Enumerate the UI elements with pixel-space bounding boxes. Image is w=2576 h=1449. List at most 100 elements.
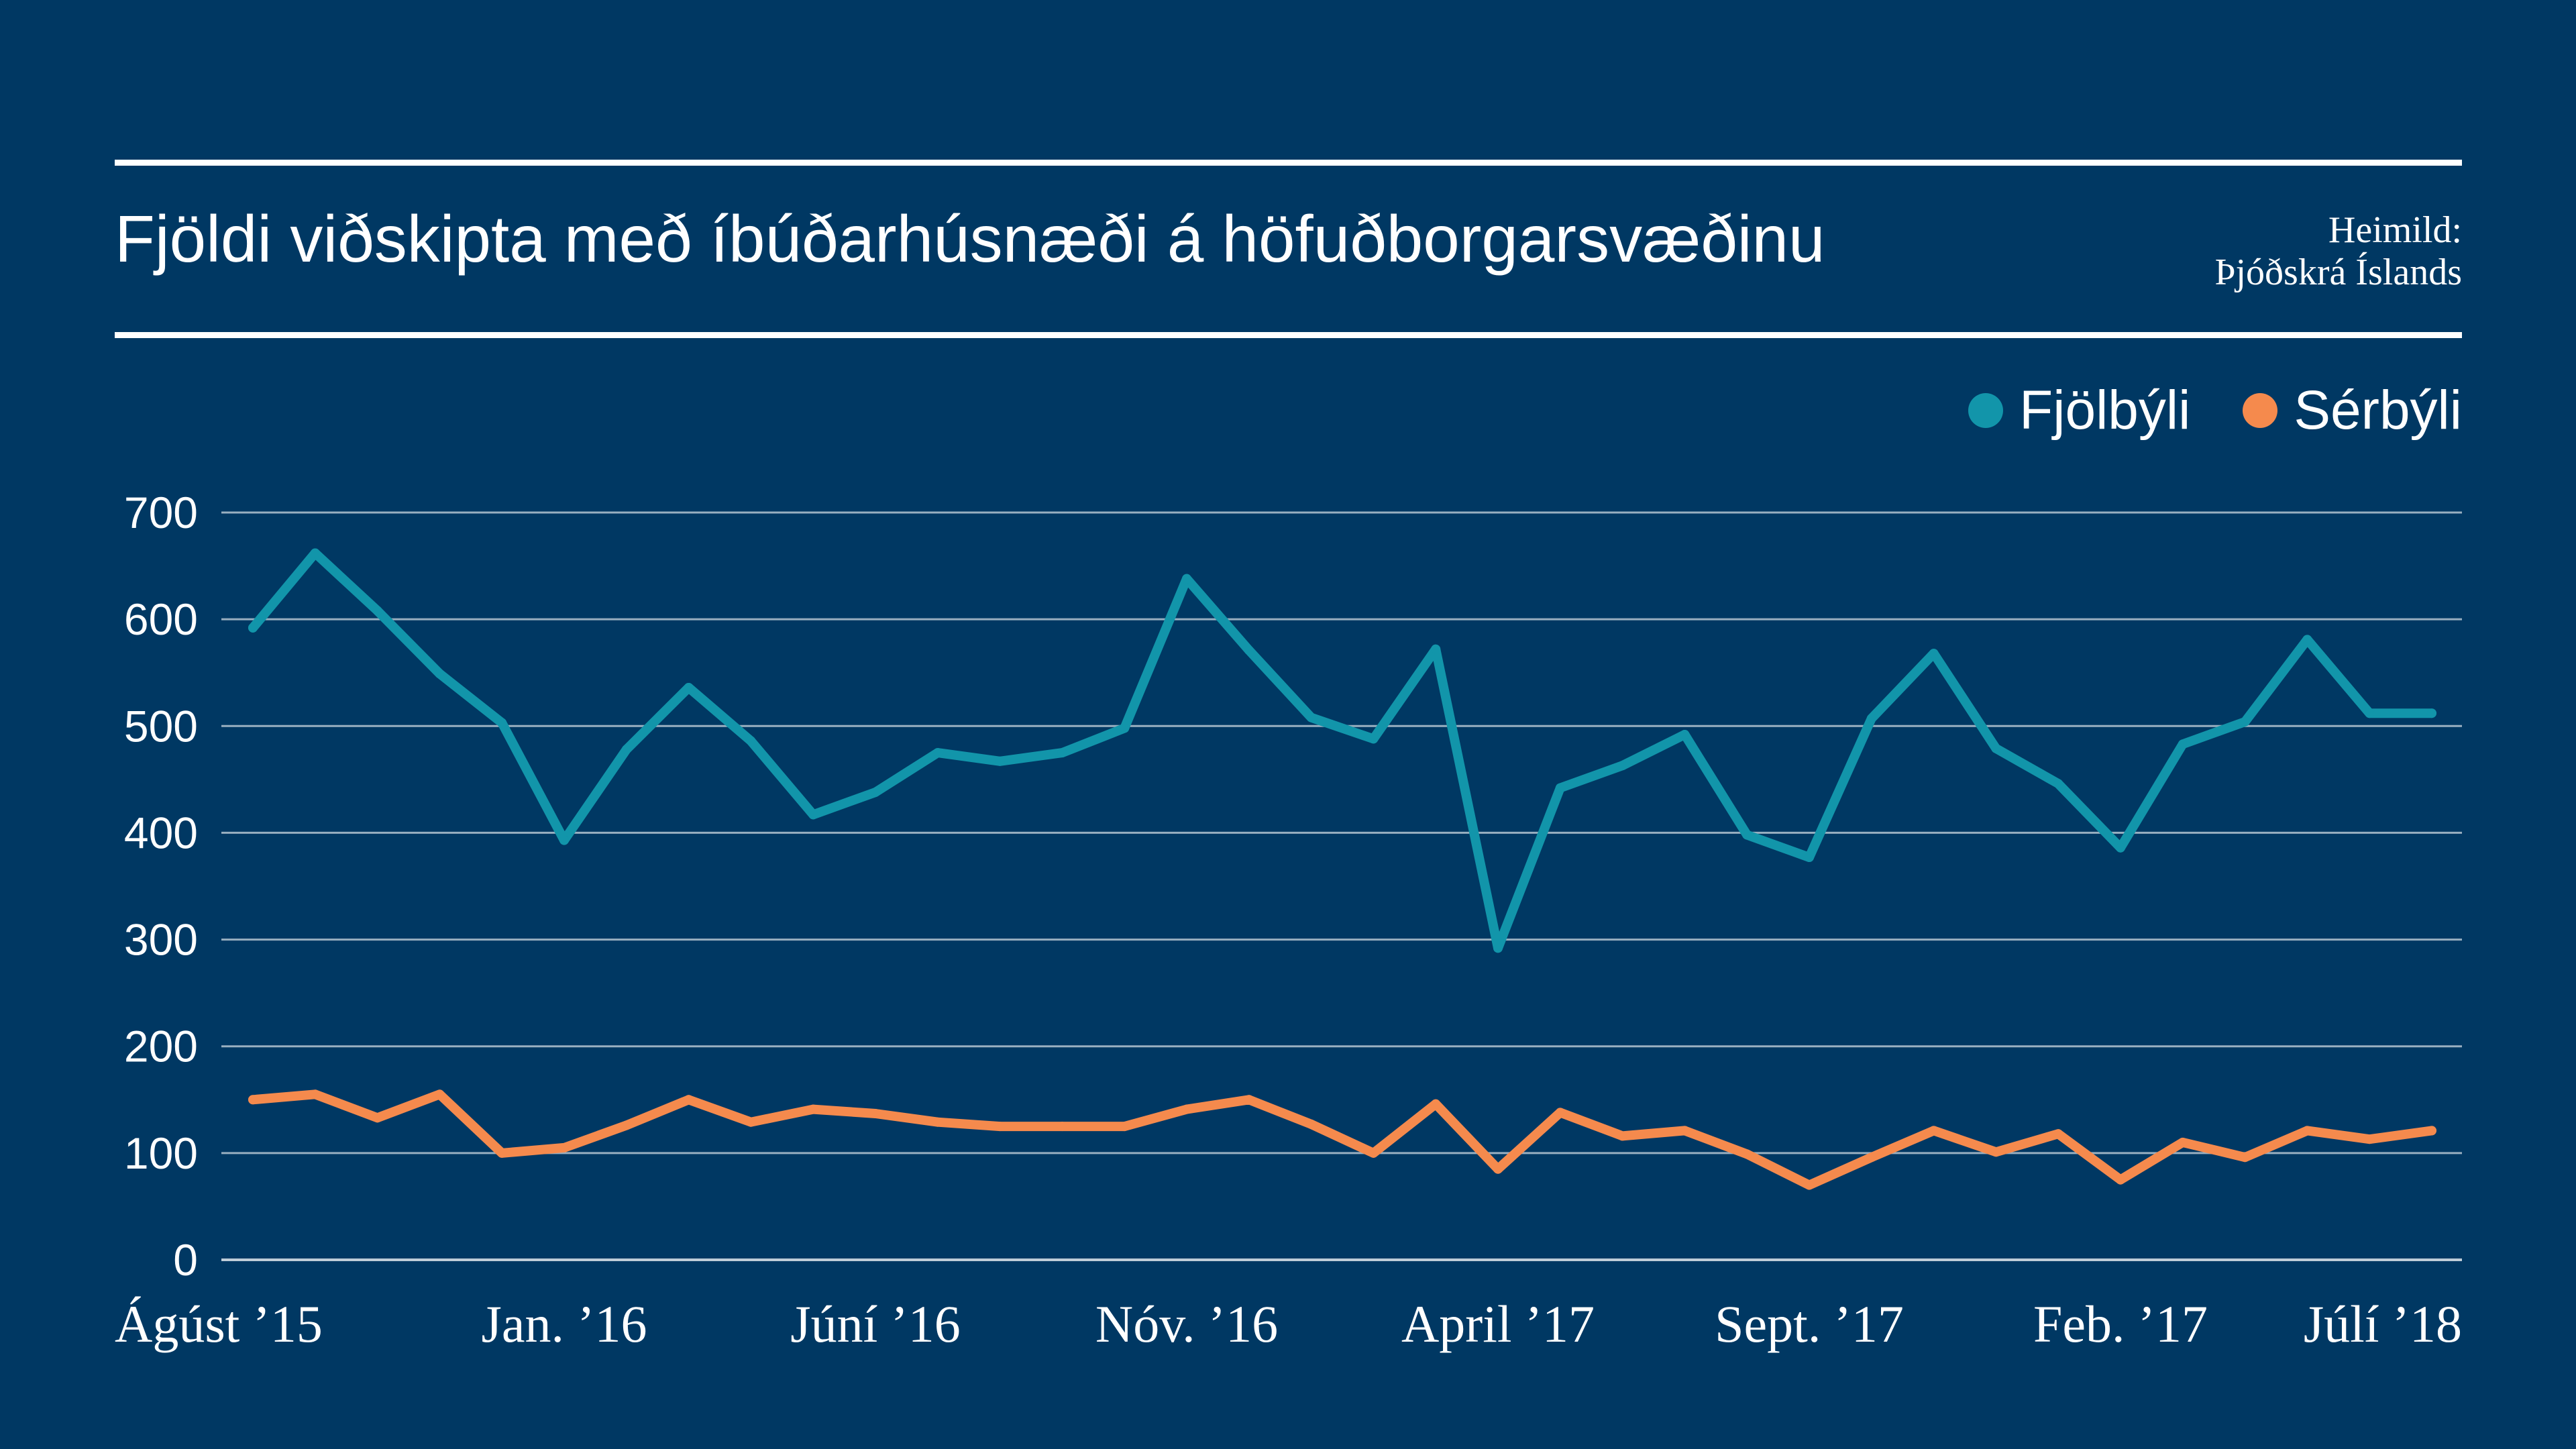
data-point bbox=[1805, 1180, 1814, 1190]
data-point bbox=[1306, 1119, 1316, 1129]
data-point bbox=[2240, 1152, 2250, 1163]
data-point bbox=[1555, 1108, 1565, 1118]
data-point bbox=[559, 835, 569, 845]
y-tick-label: 600 bbox=[124, 594, 198, 644]
data-point bbox=[2116, 843, 2125, 853]
data-point bbox=[1057, 748, 1067, 758]
data-point bbox=[1680, 1126, 1690, 1136]
data-point bbox=[2178, 739, 2188, 749]
data-point bbox=[2427, 1126, 2436, 1136]
series-line-fjolbyli bbox=[248, 548, 2436, 953]
legend-label-serbyli: Sérbýli bbox=[2294, 380, 2462, 441]
source-name: Þjóðskrá Íslands bbox=[2214, 251, 2462, 293]
data-point bbox=[1368, 1148, 1379, 1158]
data-point bbox=[2116, 1175, 2125, 1185]
data-point bbox=[2178, 1137, 2188, 1147]
title-rule-bottom bbox=[115, 332, 2462, 338]
data-point bbox=[1617, 1131, 1627, 1141]
data-point bbox=[1742, 830, 1752, 840]
data-point bbox=[1929, 649, 1939, 659]
x-tick-label: April ’17 bbox=[1401, 1295, 1595, 1353]
data-point bbox=[871, 787, 880, 797]
data-point bbox=[2302, 635, 2312, 645]
data-point bbox=[1306, 712, 1316, 722]
y-tick-label: 500 bbox=[124, 701, 198, 751]
chart-title: Fjöldi viðskipta með íbúðarhúsnæði á höf… bbox=[115, 202, 1825, 276]
data-point bbox=[808, 1104, 818, 1114]
data-point bbox=[871, 1108, 880, 1118]
gridlines bbox=[221, 511, 2462, 1261]
data-point bbox=[497, 718, 507, 728]
data-point bbox=[808, 810, 818, 820]
data-point bbox=[1929, 1126, 1939, 1136]
y-tick-label: 100 bbox=[124, 1128, 198, 1178]
source-label: Heimild: bbox=[2328, 209, 2462, 251]
y-tick-label: 200 bbox=[124, 1022, 198, 1071]
data-point bbox=[1431, 644, 1441, 654]
x-tick-label: Júní ’16 bbox=[790, 1295, 961, 1353]
source-note: Heimild: Þjóðskrá Íslands bbox=[2214, 209, 2462, 293]
data-point bbox=[559, 1142, 569, 1152]
title-rule-top bbox=[115, 160, 2462, 166]
data-point bbox=[2302, 1126, 2312, 1136]
x-tick-label: Nóv. ’16 bbox=[1095, 1295, 1278, 1353]
x-tick-label: Sept. ’17 bbox=[1715, 1295, 1904, 1353]
data-point bbox=[2240, 716, 2250, 727]
data-point bbox=[1493, 1164, 1503, 1174]
data-point bbox=[1244, 1095, 1254, 1105]
y-tick-label: 0 bbox=[173, 1235, 198, 1285]
y-tick-label: 400 bbox=[124, 808, 198, 857]
x-axis-labels: Ágúst ’15 Jan. ’16 Júní ’16 Nóv. ’16 April ’… bbox=[115, 1295, 2462, 1353]
data-point bbox=[1120, 1122, 1130, 1132]
data-point bbox=[995, 756, 1005, 766]
data-point bbox=[746, 736, 756, 746]
data-point bbox=[746, 1117, 756, 1127]
data-point bbox=[310, 548, 320, 558]
data-point bbox=[1182, 1104, 1191, 1114]
series-line-serbyli bbox=[248, 1089, 2436, 1190]
data-point bbox=[1866, 1152, 1876, 1163]
data-point bbox=[621, 1120, 631, 1130]
data-point bbox=[1805, 853, 1814, 863]
data-point bbox=[2365, 1134, 2375, 1144]
x-tick-label: Ágúst ’15 bbox=[115, 1295, 323, 1353]
legend-label-fjolbyli: Fjölbýli bbox=[2019, 380, 2191, 441]
legend: Fjölbýli Sérbýli bbox=[1968, 379, 2462, 442]
data-point bbox=[1991, 1147, 2001, 1157]
data-point bbox=[1991, 743, 2001, 753]
data-point bbox=[621, 745, 631, 755]
data-point bbox=[932, 1117, 943, 1127]
data-point bbox=[1244, 645, 1254, 655]
data-point bbox=[2427, 708, 2436, 718]
x-tick-label: Júlí ’18 bbox=[2304, 1295, 2462, 1353]
y-tick-label: 700 bbox=[124, 488, 198, 537]
data-point bbox=[1680, 730, 1690, 740]
data-point bbox=[1742, 1149, 1752, 1159]
series-lines bbox=[248, 548, 2436, 1190]
data-point bbox=[372, 1113, 382, 1123]
data-point bbox=[2365, 708, 2375, 718]
data-point bbox=[1617, 761, 1627, 771]
data-point bbox=[248, 623, 258, 633]
legend-swatch-serbyli bbox=[2243, 393, 2278, 428]
data-point bbox=[1057, 1122, 1067, 1132]
x-tick-label: Feb. ’17 bbox=[2033, 1295, 2208, 1353]
data-point bbox=[435, 669, 445, 679]
data-point bbox=[995, 1122, 1005, 1132]
data-point bbox=[1368, 734, 1379, 744]
data-point bbox=[310, 1089, 320, 1099]
data-point bbox=[1866, 714, 1876, 724]
data-point bbox=[2053, 779, 2063, 789]
legend-item-fjolbyli: Fjölbýli bbox=[1968, 379, 2190, 442]
data-point bbox=[1120, 723, 1130, 733]
y-axis-labels: 0 100 200 300 400 500 600 700 bbox=[124, 488, 198, 1285]
legend-swatch-fjolbyli bbox=[1968, 393, 2004, 428]
data-point bbox=[2053, 1129, 2063, 1139]
data-point bbox=[1555, 783, 1565, 793]
data-point bbox=[1431, 1099, 1441, 1109]
data-point bbox=[497, 1148, 507, 1158]
x-tick-label: Jan. ’16 bbox=[482, 1295, 647, 1353]
legend-item-serbyli: Sérbýli bbox=[2243, 379, 2462, 442]
data-point bbox=[932, 748, 943, 758]
